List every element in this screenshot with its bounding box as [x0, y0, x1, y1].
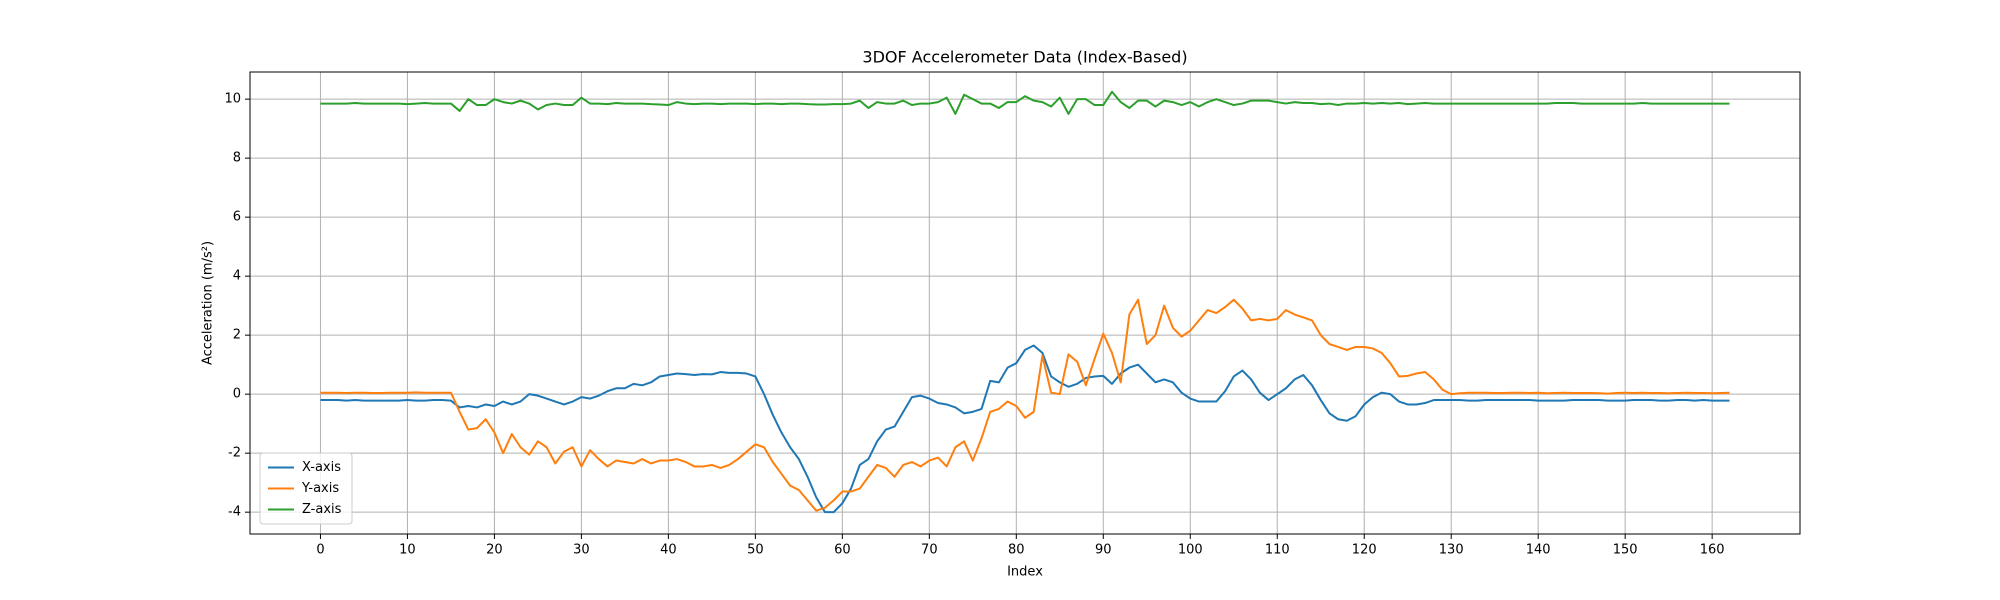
x-tick-label: 90 — [1095, 543, 1112, 558]
y-tick-label: 2 — [233, 328, 241, 343]
x-tick-label: 20 — [486, 543, 503, 558]
x-tick-label: 150 — [1613, 543, 1638, 558]
y-tick-label: 0 — [233, 387, 241, 402]
axes-frame — [249, 71, 1801, 535]
x-tick-label: 140 — [1526, 543, 1551, 558]
x-tick-label: 80 — [1008, 543, 1025, 558]
y-tick-label: -2 — [228, 446, 241, 461]
data-line — [320, 90, 1730, 115]
x-tick-label: 40 — [660, 543, 677, 558]
chart-title: 3DOF Accelerometer Data (Index-Based) — [862, 48, 1187, 67]
x-tick-label: 120 — [1352, 543, 1377, 558]
x-tick-label: 160 — [1700, 543, 1725, 558]
x-tick-label: 70 — [921, 543, 938, 558]
legend-label: Y-axis — [301, 481, 339, 496]
x-tick-label: 0 — [316, 543, 324, 558]
y-tick-label: 4 — [233, 269, 241, 284]
y-tick-label: -4 — [228, 505, 241, 520]
x-tick-label: 130 — [1439, 543, 1464, 558]
legend-label: Z-axis — [302, 502, 342, 517]
y-tick-label: 8 — [233, 151, 241, 166]
y-tick-label: 6 — [233, 210, 241, 225]
legend-frame — [259, 452, 353, 525]
x-tick-label: 50 — [747, 543, 764, 558]
x-axis-label: Index — [1007, 565, 1043, 580]
legend-label: X-axis — [302, 460, 341, 475]
y-axis-label: Acceleration (m/s²) — [201, 241, 216, 365]
x-tick-label: 100 — [1178, 543, 1203, 558]
y-tick-label: 10 — [224, 92, 241, 107]
x-tick-label: 60 — [834, 543, 851, 558]
x-tick-label: 30 — [573, 543, 590, 558]
data-line — [320, 344, 1730, 514]
x-tick-label: 10 — [399, 543, 416, 558]
data-line — [320, 298, 1730, 512]
x-tick-label: 110 — [1265, 543, 1290, 558]
